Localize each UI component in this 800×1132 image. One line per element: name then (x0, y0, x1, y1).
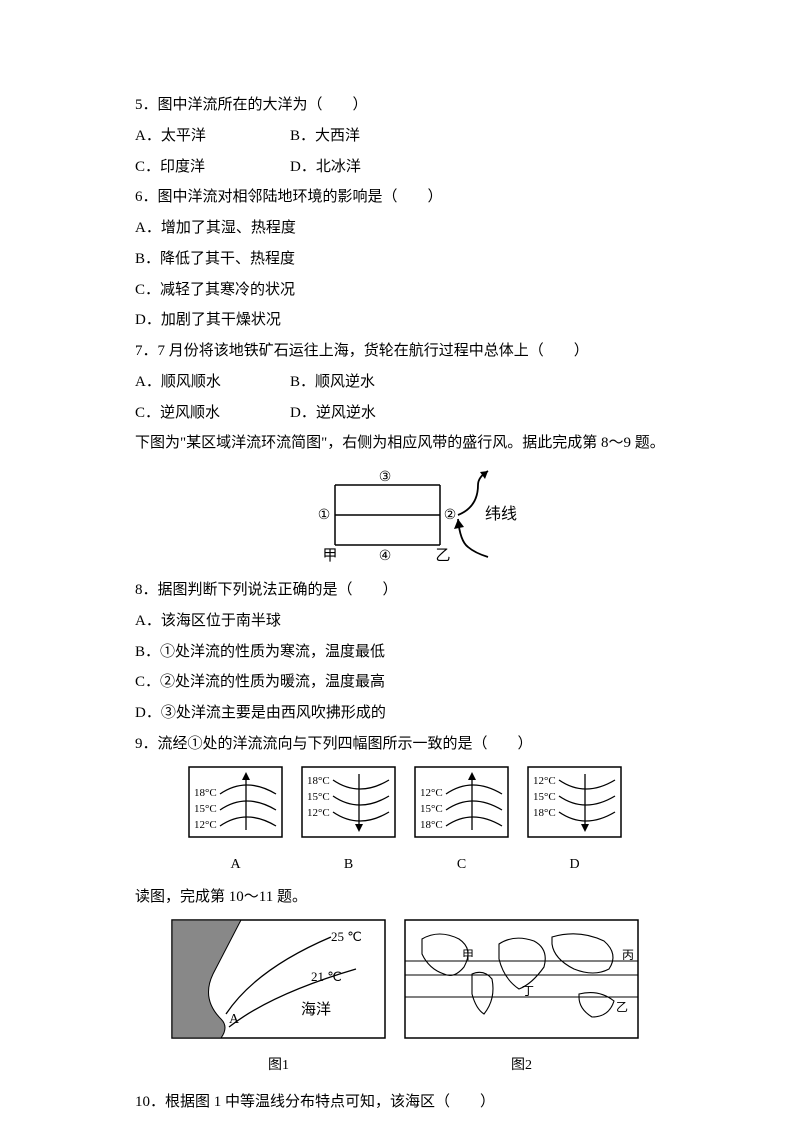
fig1-caption: 图1 (171, 1052, 386, 1081)
d1-left: ① (318, 508, 331, 523)
q5-row1: A．太平洋 B．大西洋 (135, 121, 675, 152)
q8-opt-a: A．该海区位于南半球 (135, 606, 675, 637)
svg-text:15°C: 15°C (307, 791, 330, 803)
q7-row1: A．顺风顺水 B．顺风逆水 (135, 367, 675, 398)
q7-opt-c: C．逆风顺水 (135, 398, 290, 429)
q6-opt-a: A．增加了其湿、热程度 (135, 213, 675, 244)
temp-diagram-b: 18°C 15°C 12°C B (301, 766, 396, 880)
q8-opt-d: D．③处洋流主要是由西风吹拂形成的 (135, 698, 675, 729)
svg-text:18°C: 18°C (420, 819, 443, 831)
d1-top: ③ (379, 470, 392, 485)
svg-text:A: A (229, 1012, 240, 1027)
svg-text:12°C: 12°C (194, 819, 217, 831)
label-a: A (188, 851, 283, 880)
q7-opt-b: B．顺风逆水 (290, 367, 375, 398)
svg-text:18°C: 18°C (194, 787, 217, 799)
svg-text:甲: 甲 (462, 948, 474, 962)
q6-opt-c: C．减轻了其寒冷的状况 (135, 275, 675, 306)
q10-stem: 10．根据图 1 中等温线分布特点可知，该海区（ ） (135, 1087, 675, 1118)
q7-stem: 7．7 月份将该地铁矿石运往上海，货轮在航行过程中总体上（ ） (135, 336, 675, 367)
svg-text:海洋: 海洋 (301, 1001, 331, 1018)
q6-opt-d: D．加剧了其干燥状况 (135, 305, 675, 336)
d1-br: 乙 (435, 548, 450, 564)
q8-opt-b: B．①处洋流的性质为寒流，温度最低 (135, 637, 675, 668)
temp-diagram-d: 12°C 15°C 18°C D (527, 766, 622, 880)
maps-row: 25 ℃ 21 ℃ 海洋 A 图1 甲 丙 丁 乙 图2 (135, 919, 675, 1081)
svg-text:15°C: 15°C (533, 791, 556, 803)
intro-1011: 读图，完成第 10～11 题。 (135, 882, 675, 913)
temp-diagrams-row: 18°C 15°C 12°C A 18°C 15°C 12°C B (135, 766, 675, 880)
q6-stem: 6．图中洋流对相邻陆地环境的影响是（ ） (135, 182, 675, 213)
svg-text:丁: 丁 (522, 984, 534, 998)
svg-text:12°C: 12°C (420, 787, 443, 799)
svg-text:乙: 乙 (616, 1000, 628, 1014)
map-fig1: 25 ℃ 21 ℃ 海洋 A 图1 (171, 919, 386, 1081)
d1-bottom: ④ (379, 549, 392, 564)
label-b: B (301, 851, 396, 880)
label-c: C (414, 851, 509, 880)
q7-row2: C．逆风顺水 D．逆风逆水 (135, 398, 675, 429)
d1-lat: 纬线 (485, 505, 517, 523)
q5-stem: 5．图中洋流所在的大洋为（ ） (135, 90, 675, 121)
q5-opt-c: C．印度洋 (135, 152, 290, 183)
svg-text:12°C: 12°C (307, 807, 330, 819)
fig2-caption: 图2 (404, 1052, 639, 1081)
d1-right: ② (444, 508, 457, 523)
q5-opt-b: B．大西洋 (290, 121, 360, 152)
q7-opt-d: D．逆风逆水 (290, 398, 376, 429)
circulation-diagram: ③ ① ② 纬线 ④ 甲 乙 (135, 467, 675, 567)
q9-stem: 9．流经①处的洋流流向与下列四幅图所示一致的是（ ） (135, 729, 675, 760)
q7-opt-a: A．顺风顺水 (135, 367, 290, 398)
svg-text:12°C: 12°C (533, 775, 556, 787)
temp-diagram-c: 12°C 15°C 18°C C (414, 766, 509, 880)
q5-opt-a: A．太平洋 (135, 121, 290, 152)
label-d: D (527, 851, 622, 880)
svg-text:18°C: 18°C (533, 807, 556, 819)
svg-text:18°C: 18°C (307, 775, 330, 787)
map-fig2: 甲 丙 丁 乙 图2 (404, 919, 639, 1081)
q8-stem: 8．据图判断下列说法正确的是（ ） (135, 575, 675, 606)
svg-text:25 ℃: 25 ℃ (331, 929, 362, 944)
d1-bl: 甲 (322, 548, 337, 564)
svg-text:15°C: 15°C (194, 803, 217, 815)
temp-diagram-a: 18°C 15°C 12°C A (188, 766, 283, 880)
intro-89: 下图为"某区域洋流环流简图"，右侧为相应风带的盛行风。据此完成第 8～9 题。 (135, 428, 675, 459)
q5-row2: C．印度洋 D．北冰洋 (135, 152, 675, 183)
svg-text:15°C: 15°C (420, 803, 443, 815)
q5-opt-d: D．北冰洋 (290, 152, 361, 183)
svg-text:21 ℃: 21 ℃ (311, 969, 342, 984)
q8-opt-c: C．②处洋流的性质为暖流，温度最高 (135, 667, 675, 698)
svg-text:丙: 丙 (622, 948, 634, 962)
q6-opt-b: B．降低了其干、热程度 (135, 244, 675, 275)
